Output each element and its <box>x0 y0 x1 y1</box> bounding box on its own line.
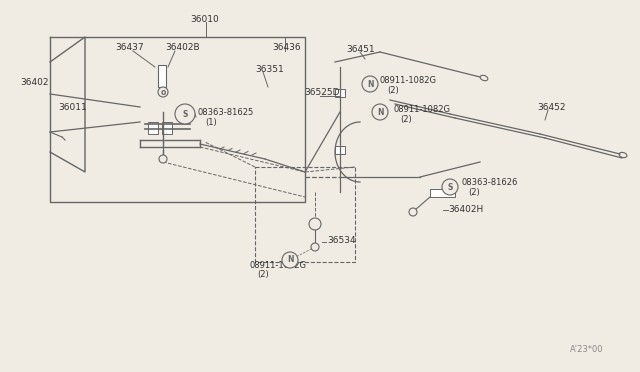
Circle shape <box>309 218 321 230</box>
Text: 36451: 36451 <box>346 45 374 54</box>
Text: 36011: 36011 <box>58 103 87 112</box>
Circle shape <box>282 252 298 268</box>
Circle shape <box>175 104 195 124</box>
Text: 36402H: 36402H <box>448 205 483 214</box>
Text: 08363-81625: 08363-81625 <box>198 108 254 116</box>
Text: S: S <box>447 183 452 192</box>
Text: 08911-1082G: 08911-1082G <box>393 105 450 113</box>
Text: 36452: 36452 <box>537 103 566 112</box>
Text: 08911-1082G: 08911-1082G <box>250 260 307 269</box>
Text: 36525D: 36525D <box>304 87 339 96</box>
Text: 36351: 36351 <box>255 64 284 74</box>
Circle shape <box>311 243 319 251</box>
Text: 08363-81626: 08363-81626 <box>462 177 518 186</box>
Circle shape <box>159 155 167 163</box>
Text: (2): (2) <box>257 270 269 279</box>
Text: S: S <box>182 109 188 119</box>
FancyBboxPatch shape <box>335 146 345 154</box>
Circle shape <box>372 104 388 120</box>
Text: 36402: 36402 <box>20 77 49 87</box>
FancyBboxPatch shape <box>162 122 172 134</box>
Circle shape <box>409 208 417 216</box>
Text: (1): (1) <box>205 118 217 126</box>
Text: 36402B: 36402B <box>165 42 200 51</box>
Text: 36010: 36010 <box>190 15 219 23</box>
Text: (2): (2) <box>468 187 480 196</box>
Circle shape <box>442 179 458 195</box>
FancyBboxPatch shape <box>335 89 345 97</box>
Text: N: N <box>367 80 373 89</box>
FancyBboxPatch shape <box>148 122 158 134</box>
Text: 36437: 36437 <box>115 42 143 51</box>
FancyBboxPatch shape <box>158 65 166 87</box>
Circle shape <box>158 87 168 97</box>
Text: 36534: 36534 <box>327 235 356 244</box>
FancyBboxPatch shape <box>430 189 455 197</box>
Text: (2): (2) <box>387 86 399 94</box>
Text: (2): (2) <box>400 115 412 124</box>
Text: 36436: 36436 <box>272 42 301 51</box>
Circle shape <box>362 76 378 92</box>
Text: 08911-1082G: 08911-1082G <box>380 76 437 84</box>
Text: Aʹ23*00: Aʹ23*00 <box>570 346 604 355</box>
Text: N: N <box>377 108 383 116</box>
Text: o: o <box>160 87 166 96</box>
Text: N: N <box>287 256 293 264</box>
